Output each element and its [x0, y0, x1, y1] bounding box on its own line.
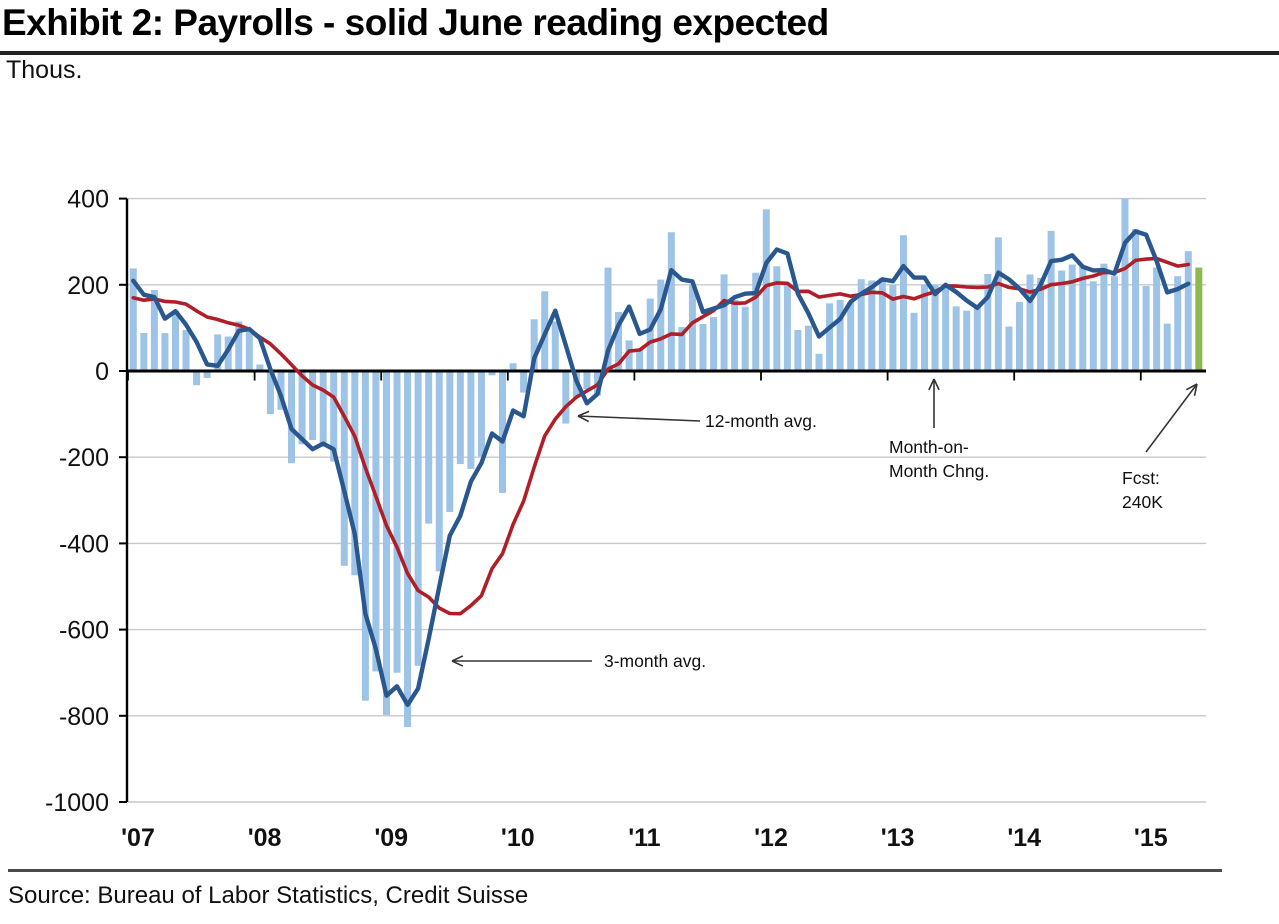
- svg-text:-800: -800: [59, 703, 109, 731]
- annotation-month-on-month: Month-on- Month Chng.: [889, 437, 990, 482]
- annotation-12-month-avg: 12-month avg.: [705, 411, 817, 431]
- svg-text:400: 400: [67, 186, 109, 214]
- svg-text:-400: -400: [59, 530, 109, 558]
- svg-text:'10: '10: [501, 824, 535, 852]
- svg-text:200: 200: [67, 272, 109, 300]
- svg-text:'13: '13: [881, 824, 915, 852]
- svg-text:-600: -600: [59, 617, 109, 645]
- svg-text:'07: '07: [121, 824, 155, 852]
- svg-text:'12: '12: [754, 824, 788, 852]
- svg-text:'09: '09: [374, 824, 408, 852]
- y-axis-unit-label: Thous.: [6, 56, 83, 84]
- svg-text:-1000: -1000: [45, 789, 109, 817]
- svg-text:0: 0: [95, 358, 109, 386]
- svg-text:'08: '08: [248, 824, 282, 852]
- svg-text:'15: '15: [1134, 824, 1168, 852]
- svg-text:-200: -200: [59, 444, 109, 472]
- annotation-forecast: Fcst: 240K: [1122, 468, 1163, 513]
- footer-divider: [8, 869, 1222, 872]
- page-title: Exhibit 2: Payrolls - solid June reading…: [0, 0, 1279, 55]
- source-note: Source: Bureau of Labor Statistics, Cred…: [8, 882, 529, 909]
- annotation-3-month-avg: 3-month avg.: [604, 651, 707, 671]
- svg-text:'14: '14: [1007, 824, 1041, 852]
- svg-text:'11: '11: [628, 824, 660, 852]
